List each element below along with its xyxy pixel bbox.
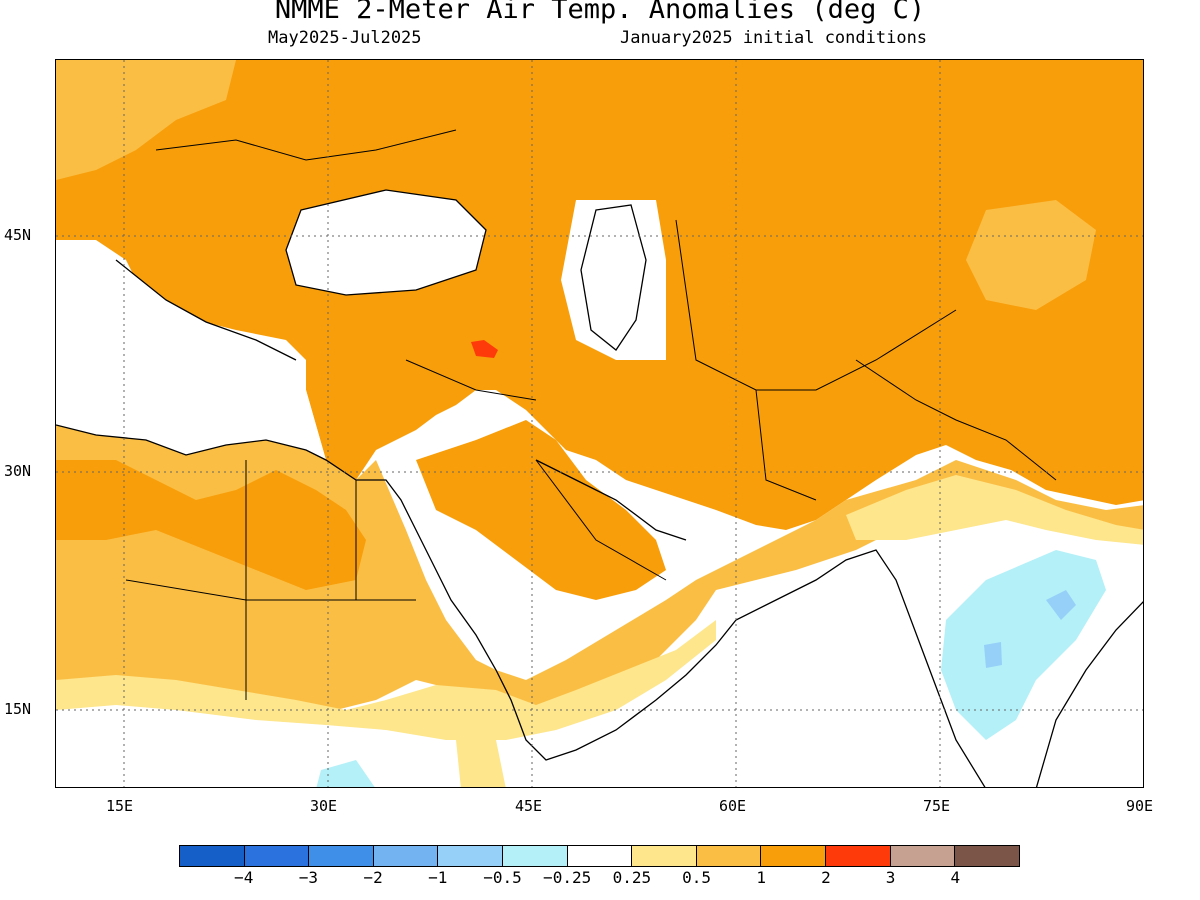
colorbar-label: 4 xyxy=(950,868,961,887)
coastlines xyxy=(56,189,1143,787)
colorbar-swatch xyxy=(180,846,245,866)
colorbar-swatch xyxy=(438,846,504,866)
x-tick-30e: 30E xyxy=(310,797,338,815)
colorbar-swatch xyxy=(244,846,310,866)
valid-period: May2025-Jul2025 xyxy=(268,28,422,48)
anomaly-zone-0.25-to-0.5-south xyxy=(56,620,716,740)
x-tick-90e: 90E xyxy=(1126,797,1154,815)
gridlines xyxy=(56,60,1143,787)
colorbar xyxy=(179,845,1020,867)
colorbar-swatch xyxy=(503,846,568,866)
anomaly-zone-negative-india-core xyxy=(1046,590,1076,620)
colorbar-label: −4 xyxy=(234,868,254,887)
anomaly-zone-1-to-2-libya xyxy=(56,460,366,590)
x-tick-60e: 60E xyxy=(719,797,747,815)
x-tick-45e: 45E xyxy=(515,797,543,815)
anomaly-zone-negative-ethiopia xyxy=(316,760,375,787)
x-tick-75e: 75E xyxy=(923,797,951,815)
initial-conditions: January2025 initial conditions xyxy=(620,28,928,48)
colorbar-label: −2 xyxy=(363,868,383,887)
colorbar-label: −0.5 xyxy=(483,868,522,887)
colorbar-swatch xyxy=(955,846,1019,866)
colorbar-swatch xyxy=(696,846,762,866)
colorbar-swatch xyxy=(309,846,374,866)
anomaly-zone-near-normal-caspian xyxy=(561,200,666,360)
colorbar-swatch xyxy=(632,846,697,866)
colorbar-label: 0.5 xyxy=(682,868,711,887)
colorbar-label: −1 xyxy=(428,868,448,887)
colorbar-label: 0.25 xyxy=(612,868,652,887)
colorbar-label: −0.25 xyxy=(543,868,592,887)
anomaly-zone-0.5-to-1-europe xyxy=(56,60,236,180)
colorbar-swatch xyxy=(826,846,891,866)
colorbar-swatch xyxy=(373,846,439,866)
y-tick-45n: 45N xyxy=(4,226,32,244)
anomaly-zone-2-to-3-turkey xyxy=(471,340,498,358)
colorbar-swatch xyxy=(567,846,633,866)
colorbar-label: 2 xyxy=(821,868,831,887)
anomaly-zone-0.25-to-0.5-ethiopia xyxy=(456,740,506,787)
y-tick-15n: 15N xyxy=(4,700,32,718)
anomaly-map xyxy=(55,59,1144,788)
colorbar-swatch xyxy=(761,846,827,866)
x-tick-15e: 15E xyxy=(106,797,134,815)
colorbar-swatch xyxy=(890,846,956,866)
anomaly-zone-0.5-to-1-sahara-arabia xyxy=(56,425,1143,710)
borders xyxy=(125,129,1057,700)
anomaly-zone-0.5-to-1-central-asia xyxy=(966,200,1096,310)
colorbar-label: 1 xyxy=(756,868,767,887)
chart-title: NMME 2-Meter Air Temp. Anomalies (deg C) xyxy=(274,0,926,25)
anomaly-zone-0.25-to-0.5-india xyxy=(846,475,1143,545)
colorbar-label: −3 xyxy=(298,868,319,887)
anomaly-zone-negative-india-core-2 xyxy=(984,642,1002,668)
anomaly-zone-1-to-2-arabia xyxy=(416,420,666,600)
anomaly-zone-near-normal-black-sea xyxy=(286,190,486,295)
colorbar-label: 3 xyxy=(885,868,896,887)
map-canvas xyxy=(56,60,1143,787)
anomaly-zone-negative-india xyxy=(941,550,1106,740)
y-tick-30n: 30N xyxy=(4,462,32,480)
